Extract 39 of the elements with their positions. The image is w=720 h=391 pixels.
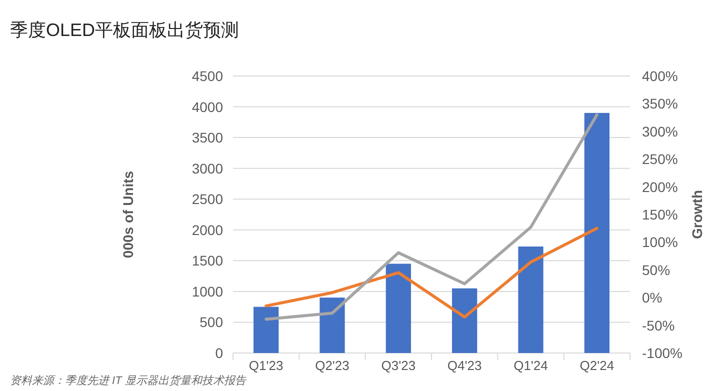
y-tick-label: 1000 bbox=[192, 283, 224, 300]
y-tick-label: 4500 bbox=[192, 68, 224, 84]
y-tick-label: 500 bbox=[200, 314, 224, 330]
text: 资料来源：季度先进 IT 显示器出货量和技术报告 bbox=[10, 374, 247, 387]
y2-tick-label: 400% bbox=[642, 68, 678, 84]
y2-tick-label: -100% bbox=[642, 345, 682, 361]
y2-tick-label: 50% bbox=[642, 262, 670, 278]
y-tick-label: 3000 bbox=[192, 160, 224, 176]
x-tick-label: Q1'24 bbox=[514, 358, 548, 373]
y-tick-label: 0 bbox=[215, 345, 224, 361]
y2-tick-label: 100% bbox=[642, 234, 678, 250]
x-tick-label: Q1'23 bbox=[248, 358, 284, 373]
bar bbox=[518, 246, 544, 353]
line-series bbox=[264, 226, 598, 318]
bar bbox=[320, 298, 345, 353]
y2-tick-label: 200% bbox=[642, 178, 678, 195]
y-tick-label: 2000 bbox=[192, 222, 224, 238]
x-tick-label: Q2'23 bbox=[315, 358, 350, 373]
y2-tick-label: -50% bbox=[642, 317, 675, 334]
bar bbox=[254, 306, 279, 353]
y2-tick-label: 150% bbox=[642, 206, 678, 222]
bar bbox=[452, 288, 478, 353]
x-tick-label: Q2'24 bbox=[580, 358, 614, 373]
y2-tick-label: 0% bbox=[642, 290, 662, 306]
line-series bbox=[264, 113, 598, 321]
y-tick-label: 4000 bbox=[192, 98, 224, 115]
y2-tick-label: 300% bbox=[642, 123, 678, 140]
y-tick-label: 1500 bbox=[192, 252, 224, 269]
y-axis-title: 000s of Units bbox=[120, 170, 136, 258]
bar bbox=[386, 264, 411, 353]
bar bbox=[584, 112, 610, 353]
x-tick-label: Q4'23 bbox=[447, 358, 482, 373]
y2-tick-label: 250% bbox=[642, 151, 678, 168]
x-tick-label: Q3'23 bbox=[381, 358, 416, 373]
y2-axis-title: Growth bbox=[689, 190, 705, 239]
chart-title: 季度OLED平板面板出货预测 bbox=[10, 20, 240, 40]
y2-tick-label: 350% bbox=[642, 96, 678, 112]
y-tick-label: 3500 bbox=[192, 130, 224, 146]
y-tick-label: 2500 bbox=[192, 191, 224, 208]
